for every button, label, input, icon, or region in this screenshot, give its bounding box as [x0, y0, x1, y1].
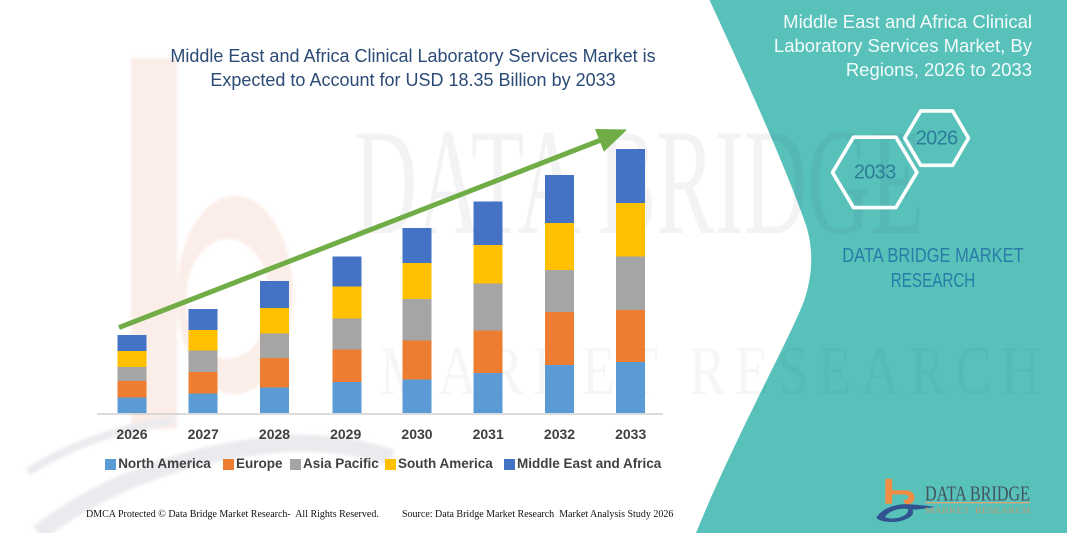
svg-text:DATA BRIDGE MARKET: DATA BRIDGE MARKET	[842, 244, 1024, 267]
svg-text:DATA BRIDGE: DATA BRIDGE	[925, 482, 1030, 506]
svg-text:RESEARCH: RESEARCH	[891, 269, 976, 292]
svg-text:MARKET RESEARCH: MARKET RESEARCH	[925, 505, 1030, 515]
